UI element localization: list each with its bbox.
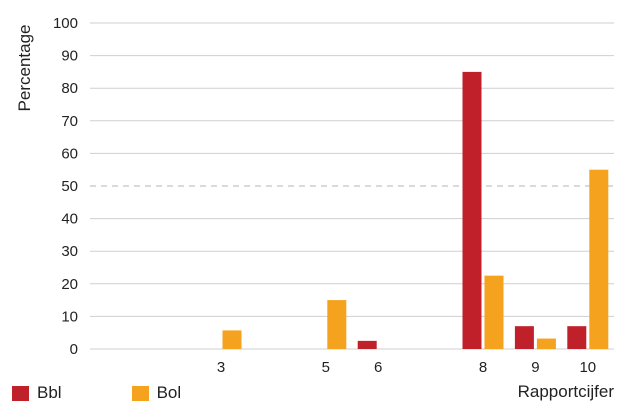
legend-item-bol: Bol bbox=[131, 383, 182, 403]
y-tick-100: 100 bbox=[53, 15, 78, 32]
grid-lines bbox=[90, 22, 614, 350]
bar-bol-3 bbox=[222, 330, 242, 349]
bars bbox=[222, 71, 609, 350]
x-tick-10: 10 bbox=[579, 359, 596, 376]
bar-bbl-6 bbox=[357, 340, 377, 349]
bar-bbl-8 bbox=[462, 71, 482, 350]
x-axis-label: Rapportcijfer bbox=[518, 382, 615, 401]
x-tick-3: 3 bbox=[217, 359, 225, 376]
y-tick-10: 10 bbox=[61, 308, 78, 325]
legend-label-bol: Bol bbox=[156, 383, 182, 402]
legend-swatch-bol bbox=[131, 385, 149, 401]
x-tick-6: 6 bbox=[374, 359, 382, 376]
x-tick-labels: 3 5 6 8 9 10 bbox=[217, 359, 596, 376]
y-tick-60: 60 bbox=[61, 145, 78, 162]
y-tick-30: 30 bbox=[61, 243, 78, 260]
x-tick-9: 9 bbox=[531, 359, 539, 376]
x-tick-5: 5 bbox=[322, 359, 330, 376]
bar-bol-5 bbox=[327, 300, 347, 349]
legend-swatch-bbl bbox=[12, 385, 29, 401]
bar-bol-8 bbox=[484, 275, 504, 349]
y-tick-20: 20 bbox=[61, 276, 78, 293]
x-tick-8: 8 bbox=[479, 359, 487, 376]
y-tick-70: 70 bbox=[61, 113, 78, 130]
legend-label-bbl: Bbl bbox=[37, 383, 62, 402]
y-tick-40: 40 bbox=[61, 211, 78, 228]
bar-bol-9 bbox=[536, 338, 556, 349]
y-axis-label: Percentage bbox=[15, 25, 34, 112]
y-tick-90: 90 bbox=[61, 48, 78, 65]
y-tick-50: 50 bbox=[61, 178, 78, 195]
y-tick-labels: 0 10 20 30 40 50 60 70 80 90 100 bbox=[53, 15, 78, 358]
y-tick-0: 0 bbox=[70, 341, 78, 358]
legend: Bbl Bol bbox=[12, 383, 251, 403]
bar-bol-10 bbox=[589, 169, 609, 349]
bar-bbl-10 bbox=[567, 326, 587, 349]
y-tick-80: 80 bbox=[61, 80, 78, 97]
legend-item-bbl: Bbl bbox=[12, 383, 62, 403]
bar-bbl-9 bbox=[514, 326, 534, 349]
